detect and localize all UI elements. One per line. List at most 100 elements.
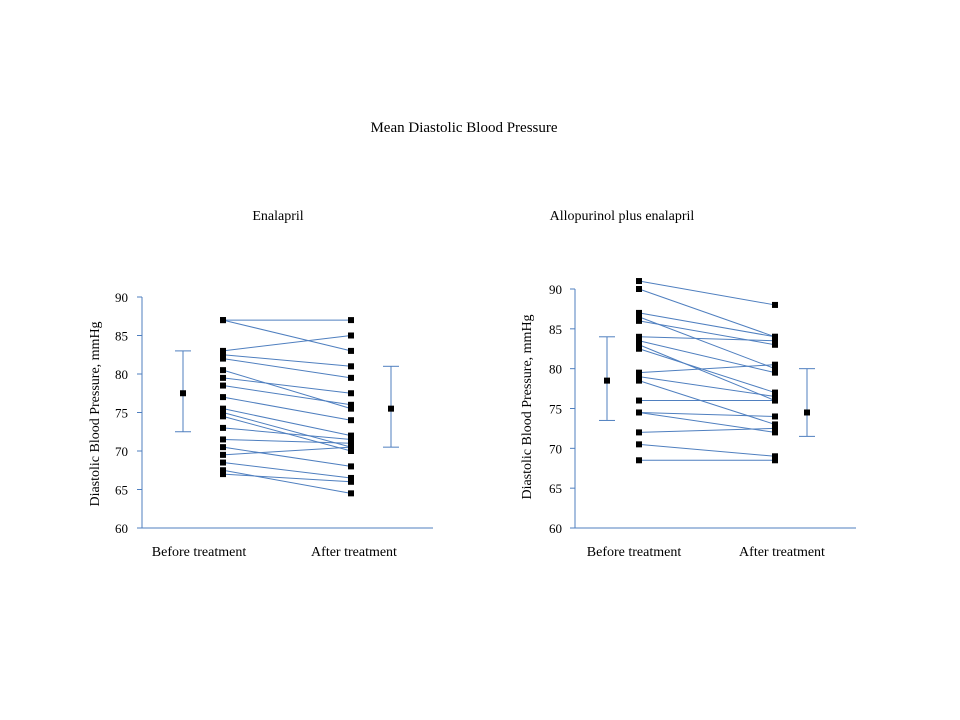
- subject-line: [638, 320, 776, 346]
- subject-line: [222, 412, 352, 448]
- y-ticks: 60 65 70 75 80 85 90: [549, 282, 575, 536]
- subject-line: [638, 336, 776, 342]
- after-marker: [348, 440, 354, 447]
- before-marker: [636, 313, 642, 320]
- subject-line: [222, 335, 352, 352]
- subject-line: [638, 380, 776, 425]
- before-marker: [636, 317, 642, 324]
- before-marker: [636, 309, 642, 316]
- summary-errorbars: [599, 336, 815, 437]
- after-marker: [348, 363, 354, 370]
- after-mean-marker: [804, 409, 810, 416]
- x-category-label: After treatment: [311, 545, 397, 560]
- panel-enalapril: Enalapril Diastolic Blood Pressure, mmHg…: [88, 209, 433, 560]
- after-marker: [348, 448, 354, 454]
- subject-line: [222, 408, 352, 437]
- subject-line: [638, 348, 776, 394]
- after-marker: [348, 444, 354, 451]
- after-marker: [772, 421, 778, 428]
- after-marker: [348, 432, 354, 439]
- before-marker: [220, 471, 226, 478]
- after-mean-marker: [388, 405, 394, 412]
- y-tick-label: 65: [549, 481, 562, 496]
- after-marker: [772, 425, 778, 432]
- y-tick-label: 90: [115, 290, 128, 305]
- before-marker: [636, 457, 642, 464]
- subject-markers: [636, 278, 778, 464]
- subject-line: [222, 396, 352, 421]
- after-marker: [348, 374, 354, 381]
- before-marker: [636, 337, 642, 344]
- y-tick-label: 80: [115, 367, 128, 382]
- subject-line: [638, 376, 776, 398]
- before-marker: [220, 394, 226, 401]
- before-marker: [636, 369, 642, 376]
- subject-line: [638, 316, 776, 370]
- before-marker: [220, 424, 226, 431]
- subject-line: [638, 411, 776, 417]
- subject-line: [638, 312, 776, 338]
- after-marker: [348, 332, 354, 339]
- subject-line: [222, 473, 352, 483]
- after-marker: [772, 365, 778, 372]
- y-tick-label: 90: [549, 282, 562, 297]
- subject-line: [638, 340, 776, 374]
- y-tick-label: 70: [115, 444, 128, 459]
- axes: [574, 289, 856, 529]
- before-marker: [220, 444, 226, 451]
- after-marker: [772, 361, 778, 368]
- figure-title: Mean Diastolic Blood Pressure: [370, 120, 557, 136]
- after-marker: [772, 333, 778, 340]
- subject-line: [638, 443, 776, 457]
- before-marker: [636, 441, 642, 448]
- x-category-label: After treatment: [739, 545, 825, 560]
- before-marker: [636, 429, 642, 436]
- summary-errorbars: [175, 350, 399, 448]
- after-marker: [348, 401, 354, 408]
- after-marker: [348, 436, 354, 443]
- subject-lines: [222, 319, 352, 494]
- y-axis-label: Diastolic Blood Pressure, mmHg: [520, 314, 535, 499]
- after-marker: [772, 301, 778, 308]
- after-marker: [772, 337, 778, 344]
- panel-title: Allopurinol plus enalapril: [550, 209, 695, 224]
- y-tick-label: 70: [549, 441, 562, 456]
- y-tick-label: 60: [115, 521, 128, 536]
- before-marker: [220, 436, 226, 443]
- subject-markers: [220, 317, 354, 497]
- subject-line: [222, 369, 352, 410]
- after-marker: [772, 453, 778, 460]
- after-marker: [348, 390, 354, 397]
- subject-line: [222, 358, 352, 379]
- before-marker: [220, 405, 226, 412]
- before-marker: [636, 345, 642, 352]
- subject-line: [222, 377, 352, 394]
- before-marker: [636, 286, 642, 292]
- before-marker: [220, 467, 226, 474]
- after-marker: [348, 347, 354, 354]
- before-marker: [220, 451, 226, 458]
- y-tick-label: 60: [549, 521, 562, 536]
- x-category-label: Before treatment: [587, 545, 682, 560]
- subject-line: [638, 288, 776, 338]
- before-marker: [636, 341, 642, 348]
- before-marker: [220, 409, 226, 416]
- after-marker: [348, 317, 354, 324]
- subject-line: [222, 446, 352, 467]
- after-marker: [348, 478, 354, 485]
- x-category-labels: Before treatment After treatment: [152, 545, 397, 560]
- subject-line: [222, 354, 352, 367]
- before-marker: [220, 355, 226, 362]
- after-marker: [348, 463, 354, 470]
- y-tick-label: 65: [115, 483, 128, 498]
- y-tick-label: 80: [549, 362, 562, 377]
- subject-line: [638, 427, 776, 433]
- subject-line: [638, 364, 776, 374]
- subject-lines: [638, 280, 776, 461]
- before-marker: [220, 367, 226, 374]
- subject-line: [638, 344, 776, 401]
- after-marker: [348, 405, 354, 412]
- subject-line: [222, 462, 352, 479]
